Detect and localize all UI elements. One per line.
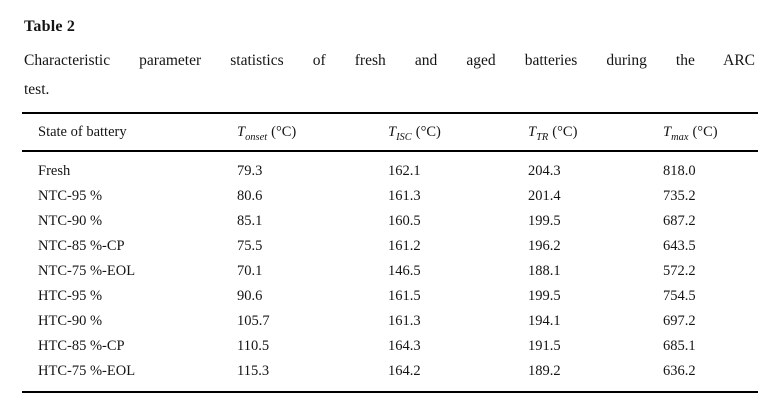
cell-state-of-battery: HTC-85 %-CP (38, 338, 125, 354)
cell-t-isc: 164.3 (388, 338, 421, 354)
cell-t-tr: 188.1 (528, 263, 561, 279)
cell-state-of-battery: HTC-95 % (38, 288, 103, 304)
cell-state-of-battery: NTC-75 %-EOL (38, 263, 136, 279)
table-title: Table 2 (24, 18, 76, 35)
table-row: NTC-90 % 85.1 160.5 199.5 687.2 (22, 209, 758, 234)
table-row: HTC-95 % 90.6 161.5 199.5 754.5 (22, 284, 758, 309)
cell-t-tr: 194.1 (528, 313, 561, 329)
cell-t-max: 687.2 (663, 213, 696, 229)
cell-state-of-battery: Fresh (38, 163, 71, 179)
cell-t-onset: 105.7 (237, 313, 270, 329)
temperature-symbol: T (237, 123, 246, 140)
table-row: Fresh 79.3 162.1 204.3 818.0 (22, 151, 758, 184)
header-row: State of battery Tonset (°C) TISC (°C) TTR… (22, 113, 758, 152)
cell-t-isc: 164.2 (388, 363, 421, 379)
cell-t-max: 735.2 (663, 188, 696, 204)
table-row: NTC-75 %-EOL 70.1 146.5 188.1 572.2 (22, 259, 758, 284)
temperature-symbol: T (663, 123, 672, 140)
cell-t-tr: 204.3 (528, 163, 561, 179)
cell-t-tr: 201.4 (528, 188, 561, 204)
cell-t-tr: 199.5 (528, 213, 561, 229)
temperature-symbol: T (388, 123, 397, 140)
cell-t-isc: 161.3 (388, 188, 421, 204)
cell-t-tr: 189.2 (528, 363, 561, 379)
cell-t-isc: 161.2 (388, 238, 421, 254)
cell-t-onset: 85.1 (237, 213, 263, 229)
cell-t-onset: 70.1 (237, 263, 263, 279)
table-row: NTC-85 %-CP 75.5 161.2 196.2 643.5 (22, 234, 758, 259)
table-row: HTC-90 % 105.7 161.3 194.1 697.2 (22, 309, 758, 334)
cell-t-max: 754.5 (663, 288, 696, 304)
cell-t-tr: 191.5 (528, 338, 561, 354)
column-header-t-max: Tmax (°C) (663, 113, 758, 152)
isc-subscript: ISC (396, 131, 412, 143)
cell-t-onset: 115.3 (237, 363, 270, 379)
column-header-t-tr: TTR (°C) (528, 113, 663, 152)
table-row: HTC-75 %-EOL 115.3 164.2 189.2 636.2 (22, 359, 758, 392)
cell-state-of-battery: HTC-90 % (38, 313, 103, 329)
caption-line-1: Characteristic parameter statistics of f… (24, 52, 755, 69)
cell-t-onset: 75.5 (237, 238, 263, 254)
cell-t-max: 643.5 (663, 238, 696, 254)
column-header-state-of-battery: State of battery (22, 113, 237, 152)
cell-t-max: 697.2 (663, 313, 696, 329)
cell-t-max: 636.2 (663, 363, 696, 379)
onset-subscript: onset (245, 131, 268, 143)
cell-t-tr: 196.2 (528, 238, 561, 254)
column-header-t-isc: TISC (°C) (388, 113, 528, 152)
caption-line-2: test. (24, 81, 50, 98)
cell-state-of-battery: NTC-85 %-CP (38, 238, 125, 254)
cell-t-max: 685.1 (663, 338, 696, 354)
column-header-t-onset: Tonset (°C) (237, 113, 388, 152)
parameters-table: State of battery Tonset (°C) TISC (°C) TTR… (22, 112, 758, 393)
cell-t-onset: 90.6 (237, 288, 263, 304)
cell-t-max: 572.2 (663, 263, 696, 279)
table-body: Fresh 79.3 162.1 204.3 818.0 NTC-95 % 80… (22, 151, 758, 392)
max-subscript: max (671, 131, 689, 143)
table-header: State of battery Tonset (°C) TISC (°C) TTR… (22, 113, 758, 152)
table-row: HTC-85 %-CP 110.5 164.3 191.5 685.1 (22, 334, 758, 359)
cell-state-of-battery: NTC-90 % (38, 213, 103, 229)
table-caption: Characteristic parameter statistics of f… (24, 46, 755, 104)
cell-t-onset: 79.3 (237, 163, 263, 179)
cell-t-isc: 146.5 (388, 263, 421, 279)
cell-t-isc: 160.5 (388, 213, 421, 229)
cell-t-isc: 161.3 (388, 313, 421, 329)
cell-t-onset: 110.5 (237, 338, 270, 354)
tr-subscript: TR (536, 131, 549, 143)
cell-state-of-battery: NTC-95 % (38, 188, 103, 204)
cell-state-of-battery: HTC-75 %-EOL (38, 363, 136, 379)
cell-t-max: 818.0 (663, 163, 696, 179)
table-row: NTC-95 % 80.6 161.3 201.4 735.2 (22, 184, 758, 209)
celsius-unit-label: (°C) (692, 123, 718, 140)
celsius-unit-label: (°C) (552, 123, 578, 140)
cell-t-tr: 199.5 (528, 288, 561, 304)
cell-t-isc: 161.5 (388, 288, 421, 304)
cell-t-onset: 80.6 (237, 188, 263, 204)
celsius-unit-label: (°C) (415, 123, 441, 140)
temperature-symbol: T (528, 123, 537, 140)
cell-t-isc: 162.1 (388, 163, 421, 179)
celsius-unit-label: (°C) (271, 123, 297, 140)
